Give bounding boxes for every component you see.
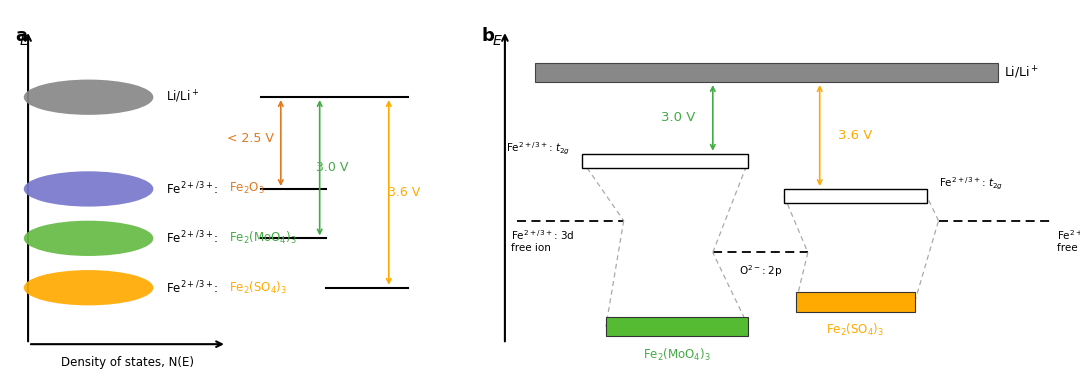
Text: Fe$^{2+/3+}$:: Fe$^{2+/3+}$:	[166, 230, 220, 247]
Text: Fe$^{2+/3+}$:: Fe$^{2+/3+}$:	[166, 181, 220, 197]
Text: a: a	[15, 27, 27, 45]
Text: Fe$_2$(SO$_4$)$_3$: Fe$_2$(SO$_4$)$_3$	[229, 279, 287, 296]
Text: Li/Li$^+$: Li/Li$^+$	[1004, 64, 1039, 81]
Text: Fe$_2$(SO$_4$)$_3$: Fe$_2$(SO$_4$)$_3$	[826, 322, 885, 338]
FancyBboxPatch shape	[535, 63, 998, 82]
Ellipse shape	[24, 270, 153, 305]
Text: Fe$_2$(MoO$_4$)$_3$: Fe$_2$(MoO$_4$)$_3$	[644, 347, 711, 363]
Text: Density of states, N(E): Density of states, N(E)	[60, 356, 194, 369]
Text: Fe$^{2+/3+}$: $t_{2g}$: Fe$^{2+/3+}$: $t_{2g}$	[939, 176, 1002, 192]
Text: Li/Li$^+$: Li/Li$^+$	[166, 89, 200, 105]
Text: Fe$_2$(MoO$_4$)$_3$: Fe$_2$(MoO$_4$)$_3$	[229, 230, 297, 247]
Text: Fe$^{2+/3+}$: 3d
free ion: Fe$^{2+/3+}$: 3d free ion	[511, 228, 575, 253]
Text: E: E	[492, 34, 502, 48]
FancyBboxPatch shape	[784, 189, 927, 203]
Text: Fe$_2$O$_3$: Fe$_2$O$_3$	[229, 181, 265, 196]
Text: Fe$^{2+/3+}$:: Fe$^{2+/3+}$:	[166, 279, 220, 296]
Ellipse shape	[24, 221, 153, 256]
Text: Fe$^{2+/3+}$: $t_{2g}$: Fe$^{2+/3+}$: $t_{2g}$	[507, 141, 570, 157]
FancyBboxPatch shape	[796, 292, 915, 312]
Text: Fe$^{2+/3+}$: 3d
free ion: Fe$^{2+/3+}$: 3d free ion	[1057, 228, 1080, 253]
Text: 3.0 V: 3.0 V	[661, 111, 696, 124]
Text: 3.6 V: 3.6 V	[388, 186, 420, 199]
Text: 3.0 V: 3.0 V	[316, 161, 349, 174]
Text: 3.6 V: 3.6 V	[838, 129, 872, 142]
Text: O$^{2-}$: 2p: O$^{2-}$: 2p	[739, 263, 782, 279]
FancyBboxPatch shape	[606, 317, 748, 336]
Text: b: b	[482, 27, 494, 45]
Text: E: E	[19, 34, 28, 48]
Ellipse shape	[24, 80, 153, 115]
Ellipse shape	[24, 171, 153, 207]
FancyBboxPatch shape	[582, 154, 748, 168]
Text: < 2.5 V: < 2.5 V	[227, 132, 274, 145]
